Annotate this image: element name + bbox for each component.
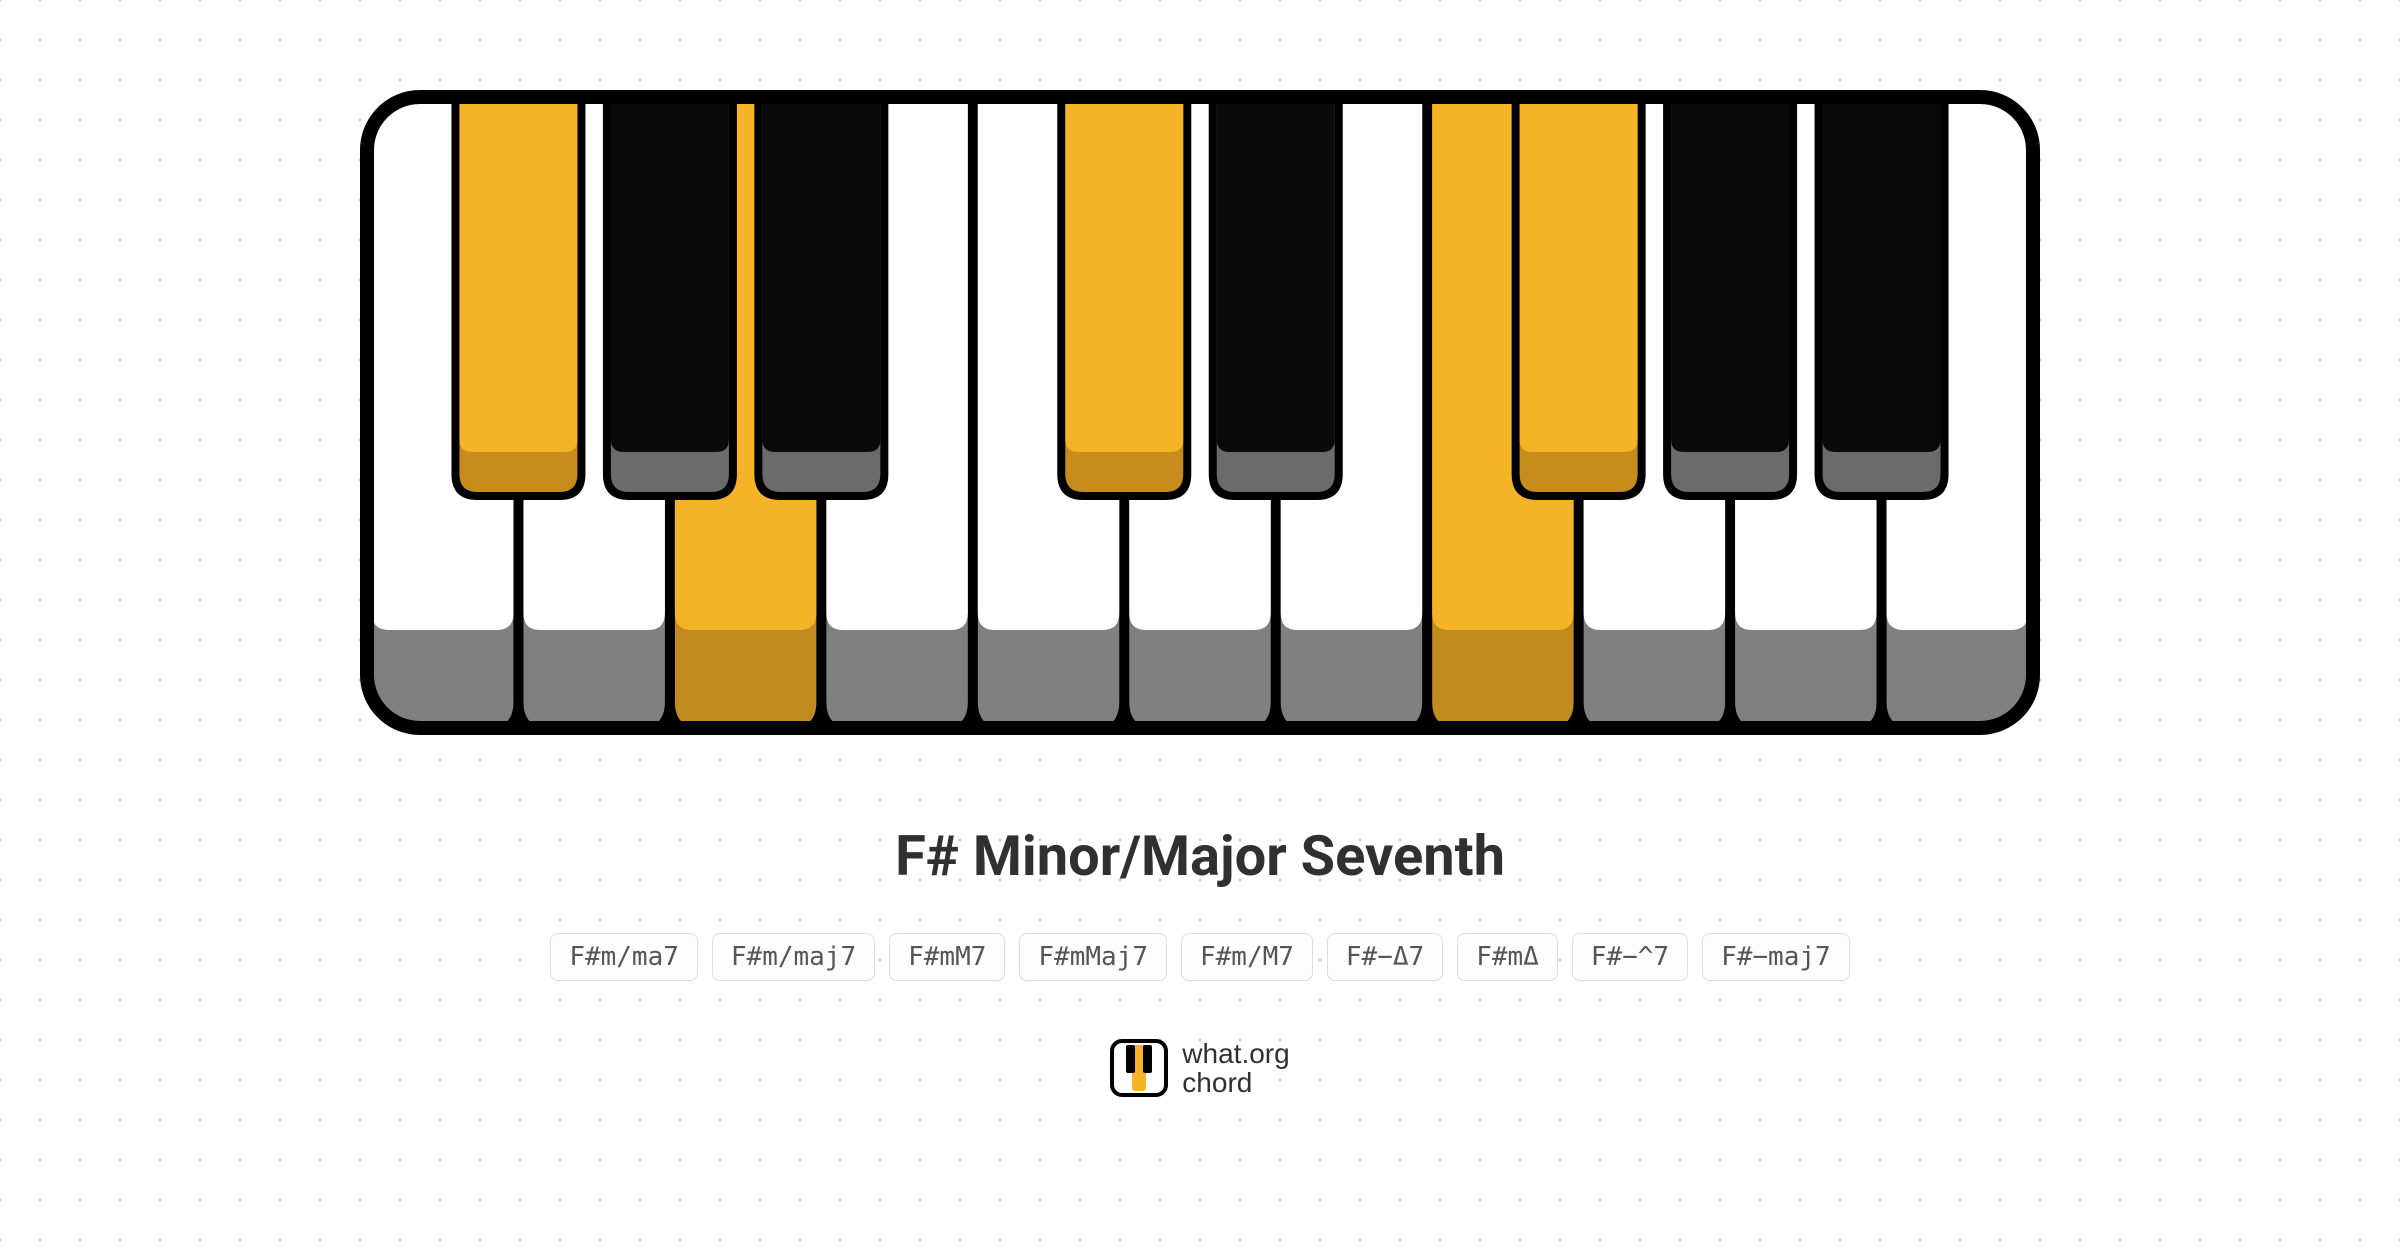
chord-tag: F#mMaj7	[1019, 933, 1167, 981]
chord-tag: F#m/M7	[1181, 933, 1313, 981]
logo-line2: chord	[1182, 1068, 1289, 1097]
chord-tags-row: F#m/ma7 F#m/maj7 F#mM7 F#mMaj7 F#m/M7 F#−Δ7 F#…	[550, 933, 1849, 981]
chord-tag: F#−^7	[1572, 933, 1688, 981]
chord-title: F# Minor/Major Seventh	[895, 823, 1505, 889]
keyboard-svg	[360, 90, 2040, 735]
chord-tag: F#m/maj7	[712, 933, 875, 981]
chord-tag: F#m/ma7	[550, 933, 698, 981]
site-logo: what.org chord	[1110, 1039, 1289, 1098]
logo-line1: what.org	[1182, 1039, 1289, 1068]
chord-tag: F#mΔ	[1457, 933, 1558, 981]
logo-icon	[1110, 1039, 1168, 1097]
logo-text: what.org chord	[1182, 1039, 1289, 1098]
piano-keyboard	[360, 90, 2040, 735]
chord-tag: F#−maj7	[1702, 933, 1850, 981]
chord-tag: F#mM7	[889, 933, 1005, 981]
chord-tag: F#−Δ7	[1327, 933, 1443, 981]
